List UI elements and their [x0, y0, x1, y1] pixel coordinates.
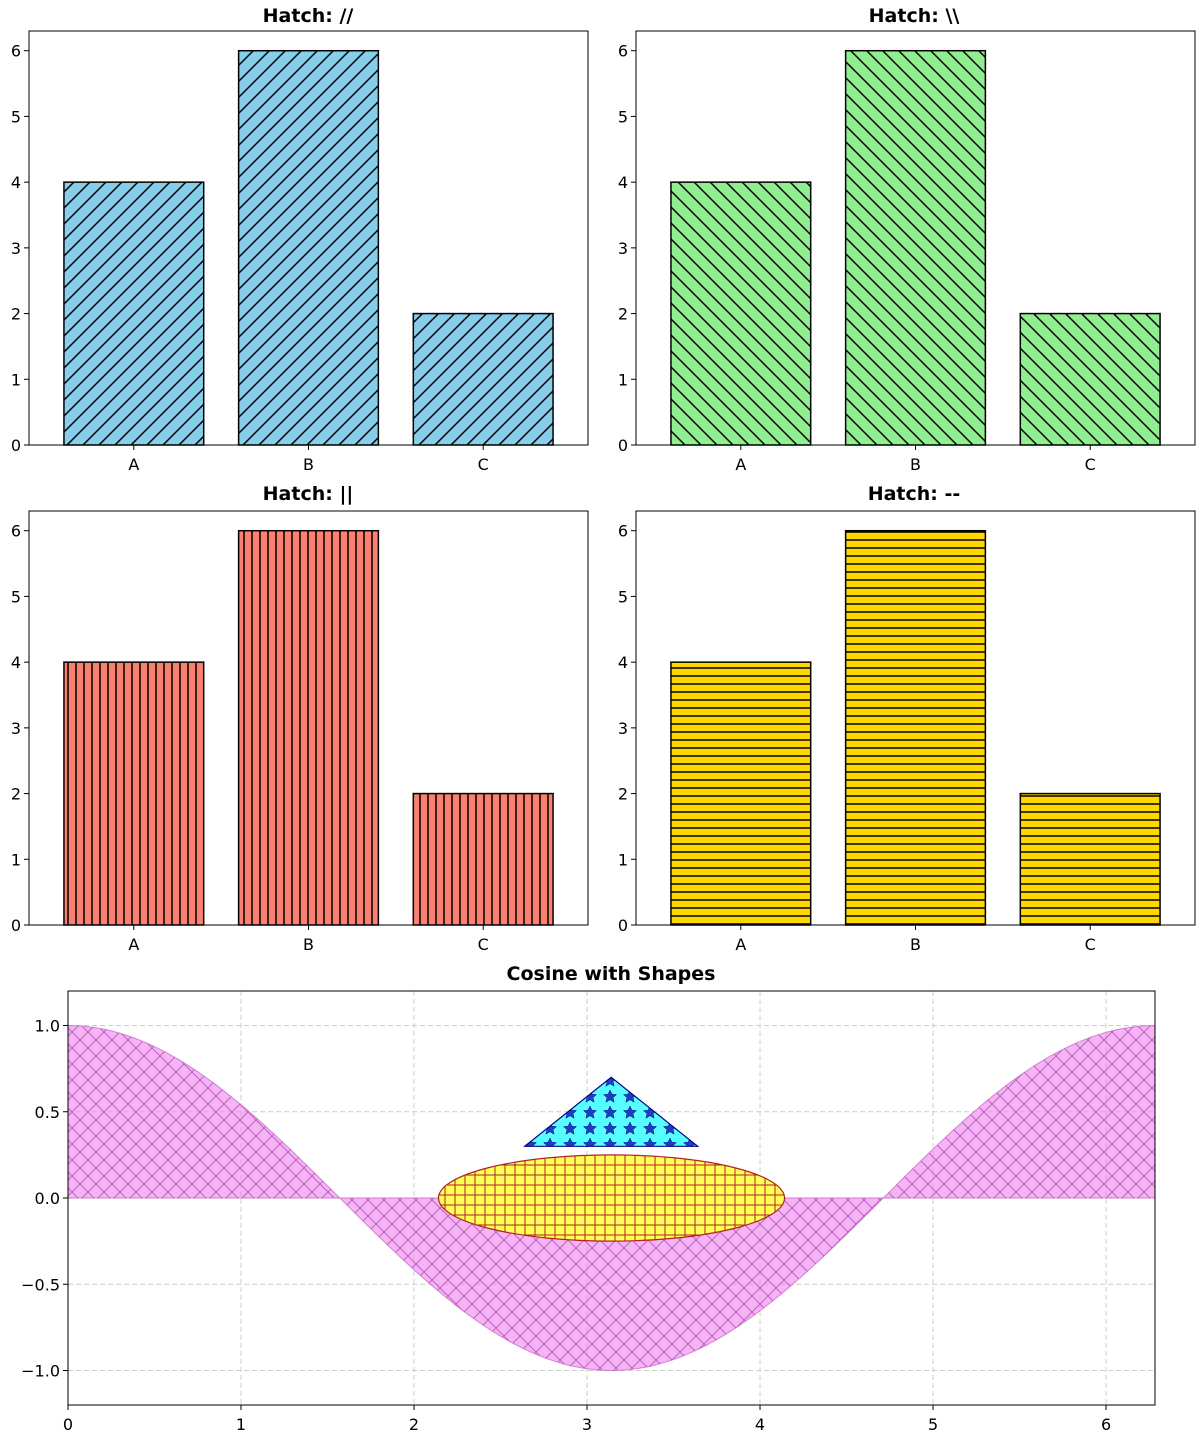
bar-hatch-C [412, 792, 554, 926]
y-tick-label: 6 [618, 42, 628, 61]
y-tick-label: 4 [618, 653, 628, 672]
y-tick-label: 1.0 [35, 1017, 60, 1036]
y-tick-label: 1 [618, 370, 628, 389]
y-tick-label: 4 [11, 653, 21, 672]
x-tick-label: 4 [755, 1415, 765, 1434]
x-tick-label: A [735, 935, 746, 954]
bar-chart-hatch-horizontal: Hatch: -- 0 1 2 3 4 5 6 A B C [618, 483, 1196, 954]
triangle-shape-hatch [522, 1076, 700, 1147]
y-tick-label: 1 [618, 850, 628, 869]
y-tick-label: 5 [618, 107, 628, 126]
bar-chart-hatch-backward: Hatch: \\ 0 1 2 3 4 5 6 A B C [618, 5, 1196, 474]
bar-hatch-C [1019, 792, 1161, 926]
bar-hatch-B [844, 49, 987, 446]
y-tick-label: 4 [11, 173, 21, 192]
bar-hatch-B [237, 49, 380, 446]
y-tick-label: 4 [618, 173, 628, 192]
x-tick-label: B [303, 935, 314, 954]
chart-title: Hatch: || [263, 483, 354, 505]
x-tick-label: C [478, 935, 489, 954]
x-tick-label: A [735, 455, 746, 474]
y-tick-label: −1.0 [21, 1362, 60, 1381]
y-tick-label: 6 [618, 522, 628, 541]
bar-hatch-C [412, 312, 554, 446]
x-tick-label: A [128, 935, 139, 954]
bar-chart-hatch-vertical: Hatch: || 0 1 2 3 4 5 6 A B C [11, 483, 589, 954]
x-tick-label: 6 [1101, 1415, 1111, 1434]
y-tick-label: 0.5 [35, 1103, 60, 1122]
bar-hatch-A [670, 661, 812, 926]
y-tick-label: 6 [11, 522, 21, 541]
chart-title: Hatch: // [263, 5, 354, 27]
x-tick-label: 3 [582, 1415, 592, 1434]
y-tick-label: 1 [11, 370, 21, 389]
y-tick-label: 3 [11, 239, 21, 258]
y-tick-label: 5 [618, 587, 628, 606]
y-tick-label: 0 [11, 916, 21, 935]
y-tick-label: 5 [11, 587, 21, 606]
x-tick-label: A [128, 455, 139, 474]
y-tick-label: 2 [11, 305, 21, 324]
y-tick-label: 6 [11, 42, 21, 61]
y-tick-label: 3 [618, 239, 628, 258]
chart-title: Cosine with Shapes [507, 963, 716, 985]
x-tick-label: 5 [928, 1415, 938, 1434]
chart-title: Hatch: \\ [869, 5, 960, 27]
y-tick-label: 2 [618, 785, 628, 804]
chart-title: Hatch: -- [868, 483, 961, 505]
x-tick-label: 2 [409, 1415, 419, 1434]
x-tick-label: 0 [63, 1415, 73, 1434]
y-tick-label: 0 [11, 436, 21, 455]
y-tick-label: 0.0 [35, 1189, 60, 1208]
y-tick-label: 3 [618, 719, 628, 738]
x-tick-label: C [478, 455, 489, 474]
x-tick-label: B [910, 455, 921, 474]
y-tick-label: 2 [618, 305, 628, 324]
bar-hatch-B [844, 529, 987, 926]
cosine-area-chart: Cosine with Shapes 1.0 0.5 0.0 −0.5 −1.0 0 1 2… [21, 963, 1156, 1434]
x-tick-label: C [1085, 455, 1096, 474]
x-tick-label: B [303, 455, 314, 474]
y-tick-label: 3 [11, 719, 21, 738]
y-tick-label: 5 [11, 107, 21, 126]
x-tick-label: C [1085, 935, 1096, 954]
x-tick-label: 1 [236, 1415, 246, 1434]
bar-hatch-A [63, 661, 205, 926]
y-tick-label: 2 [11, 785, 21, 804]
bar-hatch-B [237, 529, 380, 926]
y-tick-label: 0 [618, 436, 628, 455]
bar-hatch-C [1019, 312, 1161, 446]
bar-hatch-A [670, 181, 812, 446]
x-tick-label: B [910, 935, 921, 954]
bar-chart-hatch-forward: Hatch: // 0 1 2 3 4 5 6 A B C [11, 5, 589, 474]
bar-hatch-A [63, 181, 205, 446]
ellipse-shape-hatch [437, 1154, 786, 1242]
y-tick-label: 1 [11, 850, 21, 869]
y-tick-label: 0 [618, 916, 628, 935]
y-tick-label: −0.5 [21, 1275, 60, 1294]
